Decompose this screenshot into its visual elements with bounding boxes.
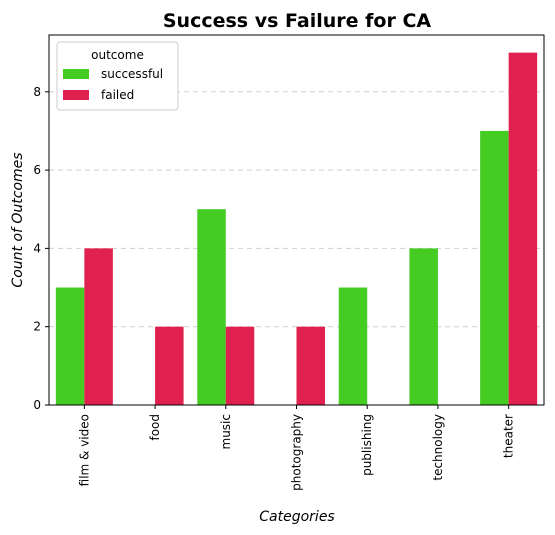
x-tick-label: photography xyxy=(290,414,304,491)
chart-title: Success vs Failure for CA xyxy=(163,10,432,32)
x-tick-label: music xyxy=(219,414,233,449)
y-tick-label: 6 xyxy=(33,163,41,177)
bar-successful xyxy=(338,287,368,405)
bar-successful xyxy=(480,130,509,406)
y-tick-label: 4 xyxy=(33,241,41,255)
legend: outcome successful failed xyxy=(56,41,179,111)
bar-failed xyxy=(225,326,255,405)
bars xyxy=(55,52,538,406)
bar-successful xyxy=(409,248,438,405)
x-axis-label: Categories xyxy=(259,509,334,525)
x-tick-label: food xyxy=(148,414,162,441)
grid-lines xyxy=(49,91,544,328)
y-tick-label: 2 xyxy=(33,320,41,334)
x-tick-label: publishing xyxy=(360,414,374,476)
legend-label-failed: failed xyxy=(101,88,134,102)
bar-failed xyxy=(84,248,113,405)
bar-failed xyxy=(508,52,538,405)
legend-title: outcome xyxy=(91,48,144,62)
x-axis: film & video food music photography publishi… xyxy=(77,405,516,491)
x-tick-label: film & video xyxy=(77,414,91,486)
x-tick-label: theater xyxy=(502,414,516,458)
bar-successful xyxy=(197,209,226,405)
y-tick-label: 8 xyxy=(33,85,41,99)
bar-failed xyxy=(155,326,184,405)
bar-failed xyxy=(296,326,325,405)
y-axis: 0 2 4 6 8 xyxy=(33,85,49,412)
legend-label-successful: successful xyxy=(101,67,163,81)
y-tick-label: 0 xyxy=(33,398,41,412)
bar-successful xyxy=(55,287,85,405)
y-axis-label: Count of Outcomes xyxy=(10,152,26,287)
legend-swatch-failed xyxy=(63,90,89,100)
x-tick-label: technology xyxy=(431,414,445,481)
legend-swatch-successful xyxy=(63,69,89,79)
